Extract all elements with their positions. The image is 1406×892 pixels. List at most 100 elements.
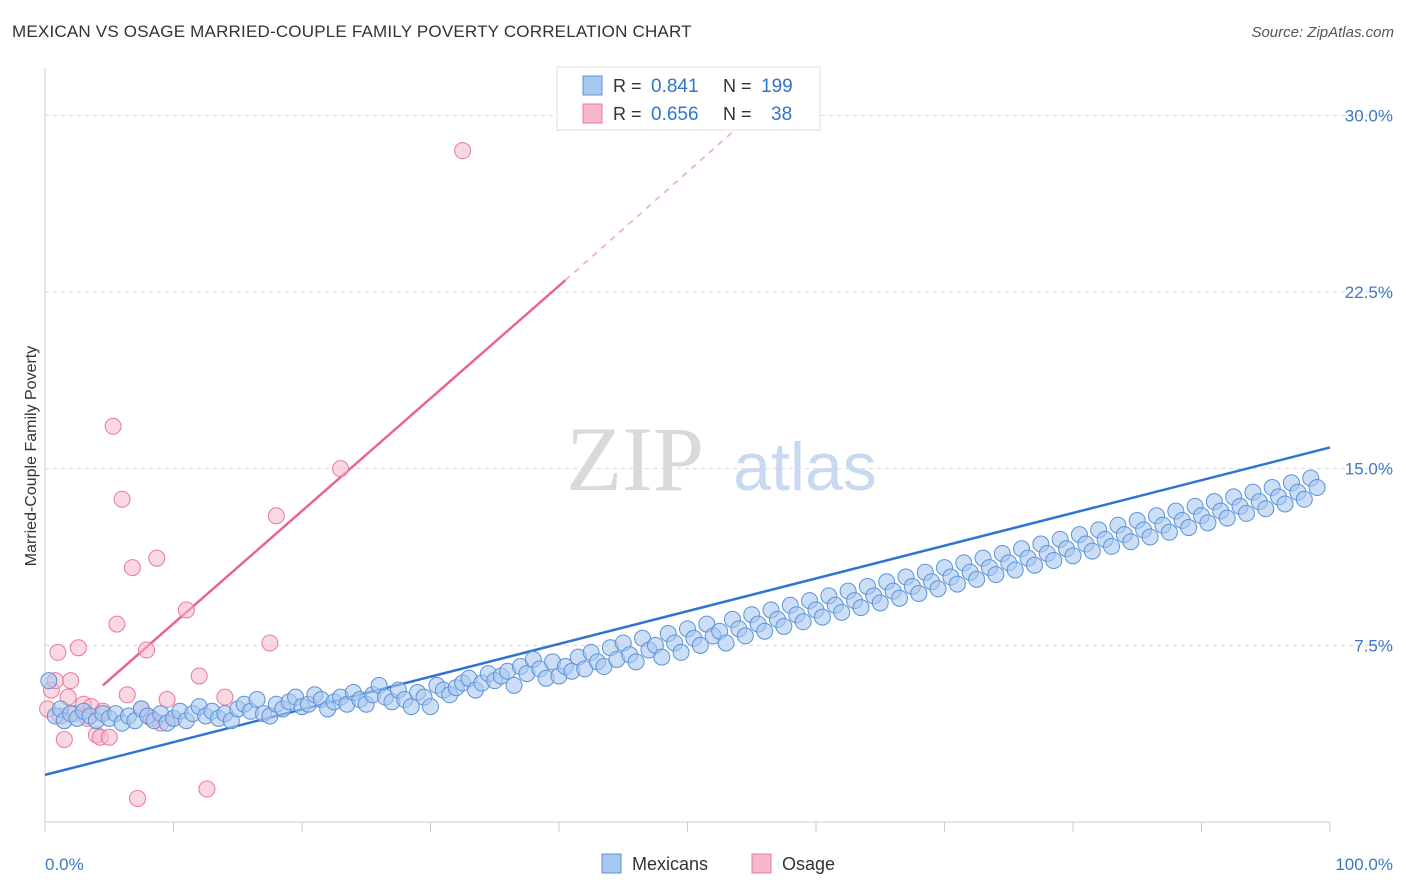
mexicans-point: [833, 603, 851, 621]
source-label: Source: ZipAtlas.com: [1251, 24, 1394, 41]
osage-point: [62, 672, 80, 690]
mexicans-point: [672, 643, 690, 661]
osage-point: [59, 688, 77, 706]
osage-point: [123, 559, 141, 577]
osage-point: [118, 686, 136, 704]
osage-trend-extension: [564, 102, 766, 281]
legend-bottom: Mexicans Osage: [601, 853, 835, 874]
watermark-atlas: atlas: [733, 429, 877, 505]
osage-point: [158, 691, 176, 709]
mexicans-point: [653, 648, 671, 666]
osage-point: [100, 728, 118, 746]
mexicans-point: [852, 599, 870, 617]
mexicans-point: [1257, 500, 1275, 518]
legend-osage-r-value: 0.656: [651, 104, 699, 125]
legend-bottom-osage-swatch: [751, 853, 772, 874]
osage-point: [177, 601, 195, 619]
mexicans-point: [1237, 504, 1255, 522]
mexicans-point: [1276, 495, 1294, 513]
legend-bottom-osage-label: Osage: [782, 854, 835, 874]
mexicans-point: [929, 580, 947, 598]
legend-osage-r-label: R =: [613, 104, 642, 124]
mexicans-point: [1160, 523, 1178, 541]
mexicans-point: [1308, 479, 1326, 497]
points-layer: [39, 142, 1326, 807]
legend-mexicans-n-label: N =: [723, 76, 752, 96]
legend-mexicans-swatch: [582, 75, 603, 96]
osage-point: [216, 688, 234, 706]
x-tick-label: 0.0%: [45, 855, 84, 874]
legend-osage-swatch: [582, 103, 603, 124]
mexicans-point: [1064, 547, 1082, 565]
mexicans-point: [968, 570, 986, 588]
y-tick-label: 7.5%: [1354, 636, 1393, 655]
chart-title: MEXICAN VS OSAGE MARRIED-COUPLE FAMILY P…: [12, 22, 692, 41]
mexicans-point: [987, 566, 1005, 584]
mexicans-point: [1141, 528, 1159, 546]
legend-bottom-mexicans-label: Mexicans: [632, 854, 708, 874]
osage-point: [138, 641, 156, 659]
mexicans-point: [794, 613, 812, 631]
mexicans-point: [1180, 519, 1198, 537]
osage-point: [113, 490, 131, 508]
osage-point: [108, 615, 126, 633]
mexicans-point: [948, 575, 966, 593]
mexicans-point: [576, 660, 594, 678]
legend-bottom-mexicans-swatch: [601, 853, 622, 874]
mexicans-point: [813, 608, 831, 626]
osage-point: [49, 643, 67, 661]
osage-point: [148, 549, 166, 567]
osage-point: [129, 789, 147, 807]
osage-point: [267, 507, 285, 525]
axis-layer: 7.5% 15.0% 22.5% 30.0% 0.0% 100.0%: [44, 68, 1393, 874]
mexicans-point: [402, 698, 420, 716]
mexicans-point: [717, 634, 735, 652]
watermark-zip: ZIP: [566, 408, 704, 510]
x-tick-label: 100.0%: [1335, 855, 1393, 874]
legend-osage-n-label: N =: [723, 104, 752, 124]
mexicans-point: [595, 658, 613, 676]
mexicans-point: [691, 636, 709, 654]
mexicans-point: [505, 676, 523, 694]
mexicans-point: [756, 622, 774, 640]
mexicans-point: [1295, 490, 1313, 508]
osage-point: [69, 639, 87, 657]
mexicans-point: [1122, 533, 1140, 551]
osage-point: [454, 142, 472, 160]
osage-point: [198, 780, 216, 798]
mexicans-point: [736, 627, 754, 645]
mexicans-point: [40, 672, 58, 690]
legend-mexicans-r-label: R =: [613, 76, 642, 96]
legend-osage-n-value: 38: [771, 104, 792, 125]
mexicans-point: [627, 653, 645, 671]
mexicans-point: [1045, 552, 1063, 570]
mexicans-point: [1103, 537, 1121, 555]
legend-mexicans-n-value: 199: [761, 76, 793, 97]
mexicans-point: [775, 617, 793, 635]
mexicans-point: [248, 691, 266, 709]
y-tick-label: 22.5%: [1345, 283, 1393, 302]
osage-point: [104, 417, 122, 435]
osage-point: [190, 667, 208, 685]
osage-point: [261, 634, 279, 652]
mexicans-point: [1083, 542, 1101, 560]
legend-mexicans-r-value: 0.841: [651, 76, 699, 97]
grid-layer: [45, 114, 1390, 646]
mexicans-point: [422, 698, 439, 716]
osage-trend-line: [102, 279, 567, 687]
y-axis-label: Married-Couple Family Poverty: [23, 346, 40, 567]
mexicans-point: [1025, 556, 1043, 574]
osage-point: [332, 460, 350, 478]
osage-point: [55, 731, 73, 749]
mexicans-point: [1006, 561, 1024, 579]
y-tick-label: 15.0%: [1345, 460, 1393, 479]
mexicans-point: [1218, 509, 1236, 527]
legend-top: R = 0.841 N = 199 R = 0.656 N = 38: [556, 66, 821, 131]
mexicans-point: [910, 585, 928, 603]
watermark: ZIP atlas: [566, 408, 877, 510]
mexicans-point: [871, 594, 889, 612]
mexicans-point: [1199, 514, 1217, 532]
mexicans-point: [891, 589, 909, 607]
